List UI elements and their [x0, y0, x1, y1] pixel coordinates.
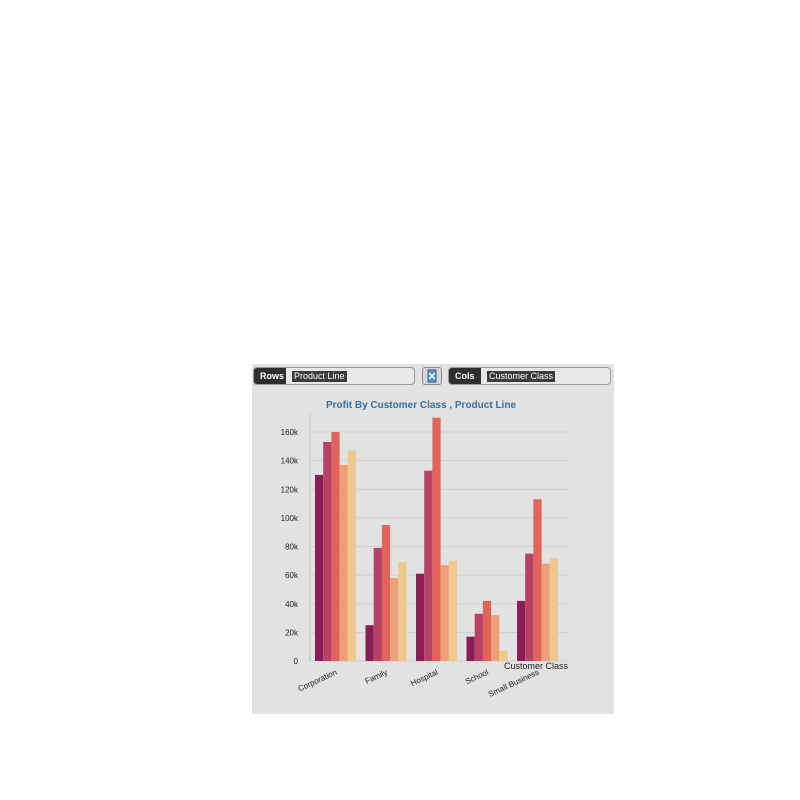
bar — [424, 470, 433, 661]
bar — [347, 450, 356, 661]
bar — [339, 464, 348, 661]
bar — [373, 547, 382, 661]
bar — [466, 636, 475, 661]
chart: Profit By Customer Class , Product Line … — [281, 400, 569, 699]
y-tick-label: 20k — [285, 628, 299, 637]
bar — [416, 573, 425, 661]
y-tick-label: 160k — [281, 428, 299, 437]
y-tick-label: 60k — [285, 571, 299, 580]
bar — [315, 474, 324, 661]
x-tick-label: School — [464, 668, 490, 687]
bar — [533, 499, 542, 661]
y-tick-label: 0 — [294, 657, 299, 666]
bar — [323, 442, 332, 661]
bar — [448, 560, 457, 661]
y-tick-label: 140k — [281, 457, 299, 466]
x-tick-label: Hospital — [409, 668, 439, 688]
bar — [381, 525, 391, 661]
y-tick-label: 100k — [281, 514, 299, 523]
rows-field-chip[interactable]: Product Line — [292, 371, 347, 382]
x-tick-label: Corporation — [297, 668, 339, 694]
chart-title: Profit By Customer Class , Product Line — [326, 400, 516, 411]
swap-axes-button[interactable] — [422, 367, 442, 385]
x-axis-label: Customer Class — [504, 661, 569, 671]
bar — [474, 613, 483, 661]
swap-axes-icon — [427, 369, 437, 383]
x-tick-label: Small Business — [487, 668, 540, 699]
bar — [440, 565, 449, 661]
bar — [517, 600, 526, 661]
rows-dropzone[interactable]: Rows Product Line — [253, 367, 415, 385]
bar — [525, 553, 534, 661]
bar — [398, 562, 407, 661]
analysis-panel: Rows Product Line Cols Customer Class Pr… — [252, 364, 614, 714]
cols-label: Cols — [449, 368, 481, 384]
bar — [482, 600, 492, 661]
cols-dropzone[interactable]: Cols Customer Class — [448, 367, 611, 385]
bar — [541, 563, 550, 661]
bar — [491, 615, 500, 661]
bar — [390, 577, 399, 661]
y-tick-label: 80k — [285, 543, 299, 552]
cols-field-chip[interactable]: Customer Class — [487, 371, 556, 382]
bar — [499, 650, 508, 661]
y-tick-label: 120k — [281, 485, 299, 494]
bar — [432, 417, 441, 661]
x-tick-label: Family — [364, 668, 389, 686]
bar — [549, 557, 558, 661]
bar — [331, 432, 340, 661]
rows-label: Rows — [254, 368, 286, 384]
y-tick-label: 40k — [285, 600, 299, 609]
bar — [365, 625, 374, 661]
